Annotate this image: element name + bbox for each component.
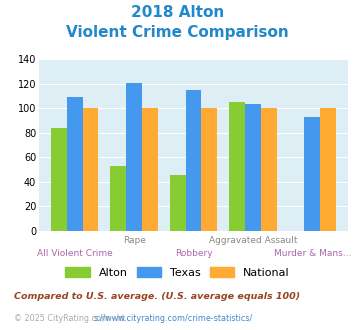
Legend: Alton, Texas, National: Alton, Texas, National	[61, 263, 294, 282]
Bar	[229, 102, 245, 231]
Text: 2018 Alton: 2018 Alton	[131, 5, 224, 20]
Bar	[304, 117, 320, 231]
Text: Rape: Rape	[122, 236, 146, 245]
Text: Compared to U.S. average. (U.S. average equals 100): Compared to U.S. average. (U.S. average …	[14, 292, 300, 301]
Bar	[83, 109, 98, 231]
Bar	[261, 109, 277, 231]
Text: s://www.cityrating.com/crime-statistics/: s://www.cityrating.com/crime-statistics/	[94, 314, 253, 323]
Bar	[245, 104, 261, 231]
Bar	[110, 166, 126, 231]
Bar	[51, 128, 67, 231]
Text: All Violent Crime: All Violent Crime	[37, 249, 113, 258]
Bar	[186, 90, 201, 231]
Bar	[126, 83, 142, 231]
Bar	[67, 97, 83, 231]
Text: Violent Crime Comparison: Violent Crime Comparison	[66, 25, 289, 40]
Text: Murder & Mans...: Murder & Mans...	[274, 249, 351, 258]
Bar	[320, 109, 336, 231]
Text: © 2025 CityRating.com - ht: © 2025 CityRating.com - ht	[14, 314, 125, 323]
Text: Robbery: Robbery	[175, 249, 212, 258]
Text: Aggravated Assault: Aggravated Assault	[209, 236, 297, 245]
Bar	[170, 175, 186, 231]
Bar	[142, 109, 158, 231]
Bar	[201, 109, 217, 231]
